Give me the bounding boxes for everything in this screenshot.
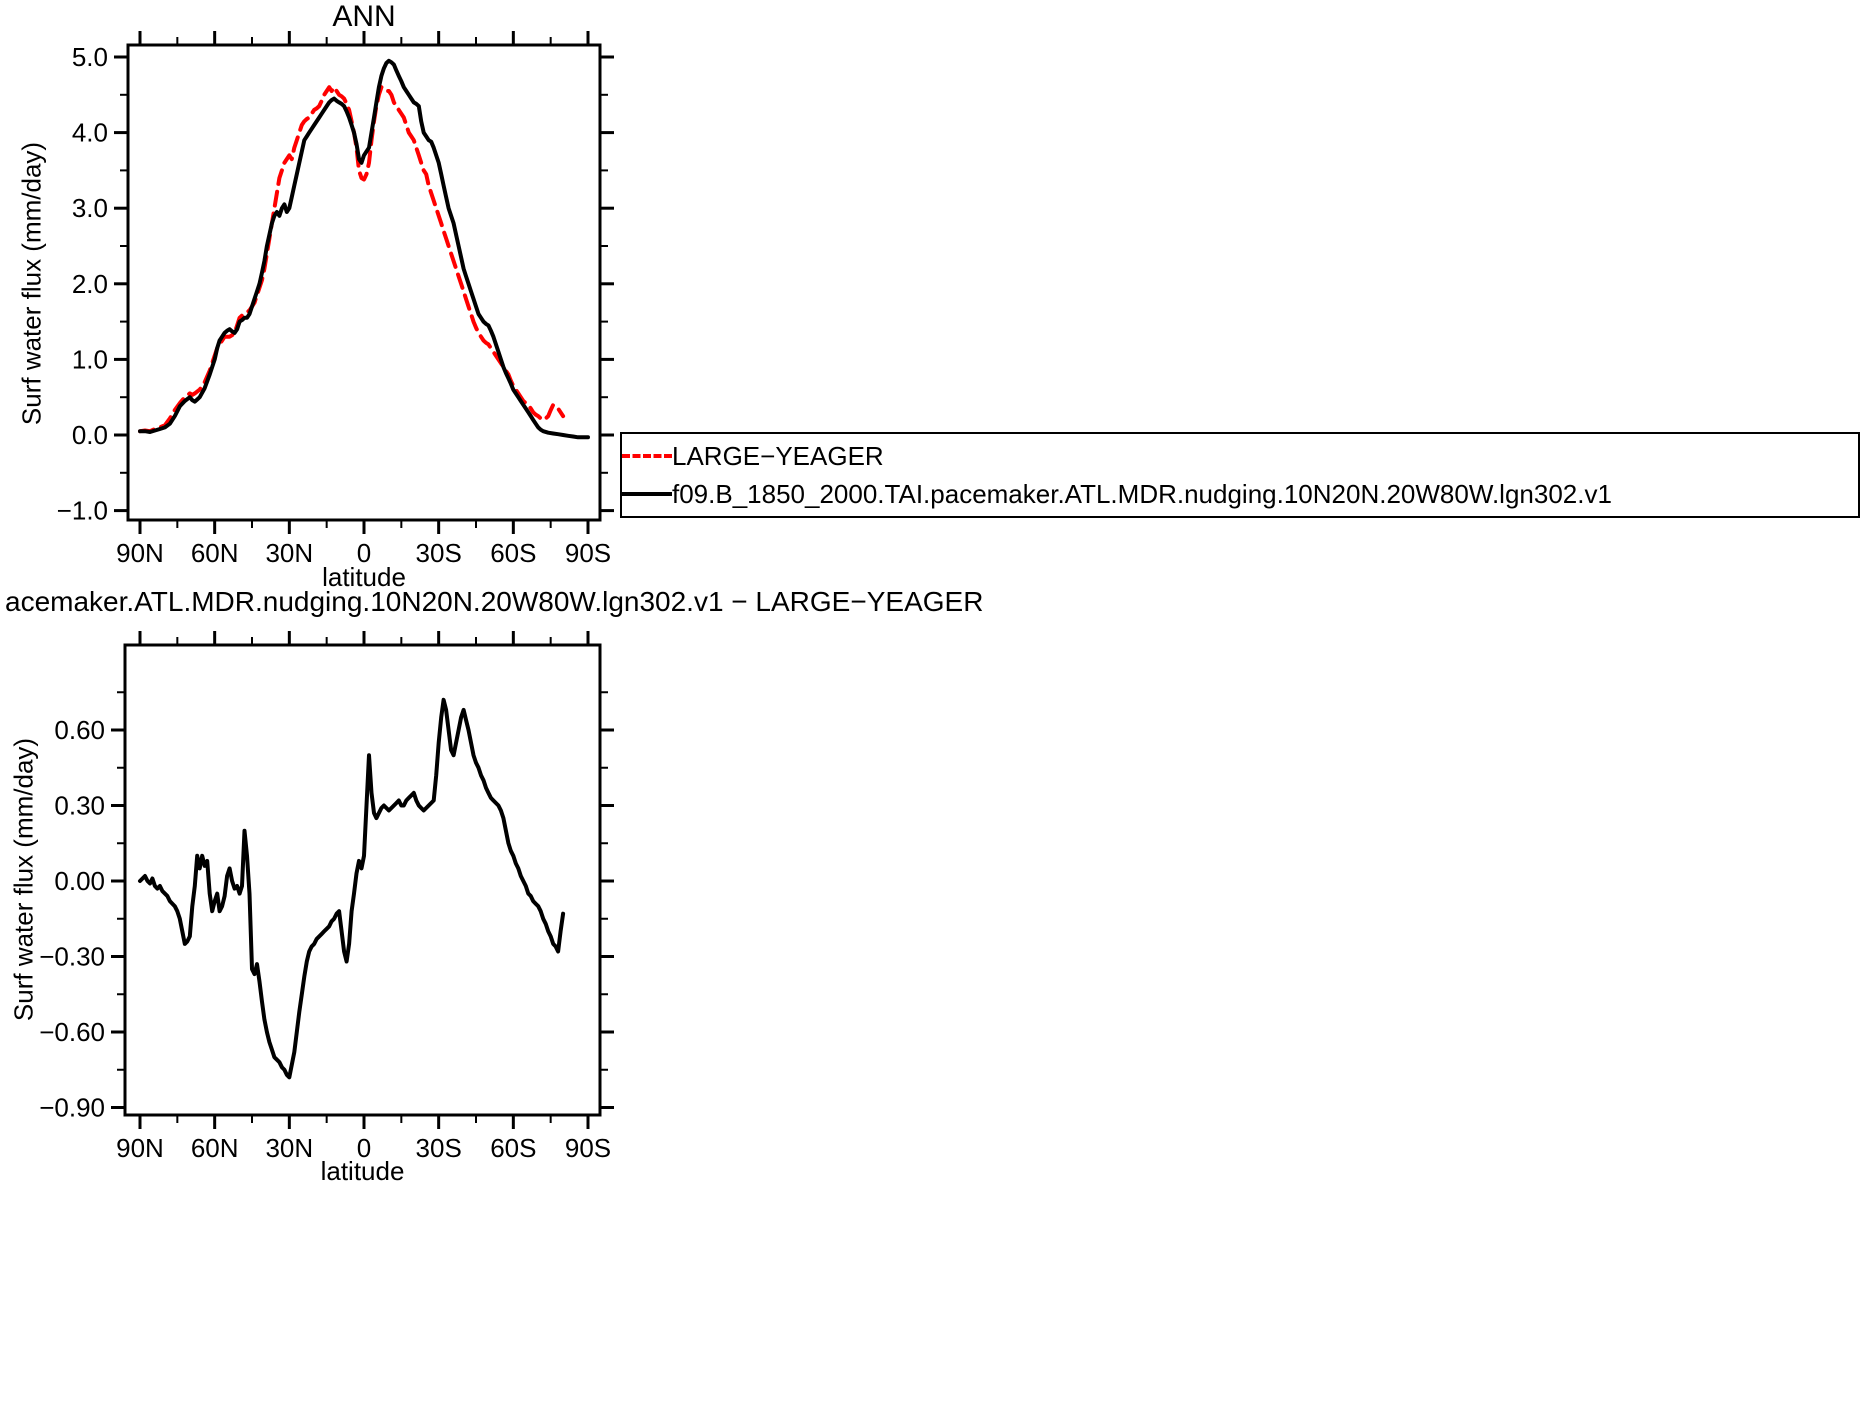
top-chart-x-axis-label: latitude bbox=[322, 562, 406, 592]
bottom-chart-plot: 90N 60N 30N 0 30S 60S 90S 0.60 0.30 0.00 −0.30 −0.6… bbox=[39, 631, 614, 1163]
y-tick-label: −0.60 bbox=[39, 1017, 105, 1047]
legend-label: LARGE−YEAGER bbox=[672, 440, 884, 471]
legend-row: LARGE−YEAGER bbox=[622, 437, 1858, 475]
y-tick-label: −0.90 bbox=[39, 1093, 105, 1123]
legend-line-sample-solid bbox=[622, 492, 672, 496]
series-line bbox=[138, 58, 590, 440]
x-tick-label: 30N bbox=[265, 538, 313, 568]
legend-line-sample-dashed bbox=[622, 454, 672, 458]
y-tick-label: 0.0 bbox=[72, 420, 108, 450]
x-tick-label: 90N bbox=[116, 1133, 164, 1163]
y-tick-label: 5.0 bbox=[72, 42, 108, 72]
y-tick-label: 0.60 bbox=[54, 715, 105, 745]
y-tick-label: 0.30 bbox=[54, 790, 105, 820]
x-tick-label: 90S bbox=[565, 538, 611, 568]
y-tick-label: −1.0 bbox=[57, 496, 108, 526]
y-tick-label: 4.0 bbox=[72, 118, 108, 148]
x-tick-label: 60N bbox=[191, 1133, 239, 1163]
y-tick-label: 3.0 bbox=[72, 193, 108, 223]
x-tick-label: 0 bbox=[357, 538, 371, 568]
x-tick-label: 90S bbox=[565, 1133, 611, 1163]
series-line bbox=[138, 697, 566, 1080]
bottom-chart-x-axis-label: latitude bbox=[320, 1156, 405, 1186]
x-tick-label: 30S bbox=[416, 538, 462, 568]
legend-label: f09.B_1850_2000.TAI.pacemaker.ATL.MDR.nu… bbox=[672, 478, 1612, 509]
x-tick-label: 90N bbox=[116, 538, 164, 568]
bottom-chart-title: acemaker.ATL.MDR.nudging.10N20N.20W80W.l… bbox=[5, 586, 984, 617]
x-tick-label: 30N bbox=[265, 1133, 313, 1163]
y-tick-label: 1.0 bbox=[72, 344, 108, 374]
top-chart-title: ANN bbox=[332, 0, 396, 33]
x-tick-label: 60S bbox=[490, 1133, 536, 1163]
y-tick-label: 2.0 bbox=[72, 269, 108, 299]
series-line bbox=[138, 85, 566, 434]
legend-box: LARGE−YEAGER f09.B_1850_2000.TAI.pacemak… bbox=[620, 432, 1860, 518]
plot-frame bbox=[126, 43, 602, 522]
top-chart-plot: 90N 60N 30N 0 30S 60S 90S 5.0 4.0 3.0 2.0 1.0 0.0 −1.… bbox=[57, 31, 614, 568]
x-tick-label: 30S bbox=[416, 1133, 462, 1163]
x-tick-label: 60N bbox=[191, 538, 239, 568]
legend-row: f09.B_1850_2000.TAI.pacemaker.ATL.MDR.nu… bbox=[622, 475, 1858, 513]
x-tick-label: 0 bbox=[357, 1133, 371, 1163]
y-tick-label: −0.30 bbox=[39, 942, 105, 972]
x-tick-label: 60S bbox=[490, 538, 536, 568]
y-tick-label: 0.00 bbox=[54, 866, 105, 896]
